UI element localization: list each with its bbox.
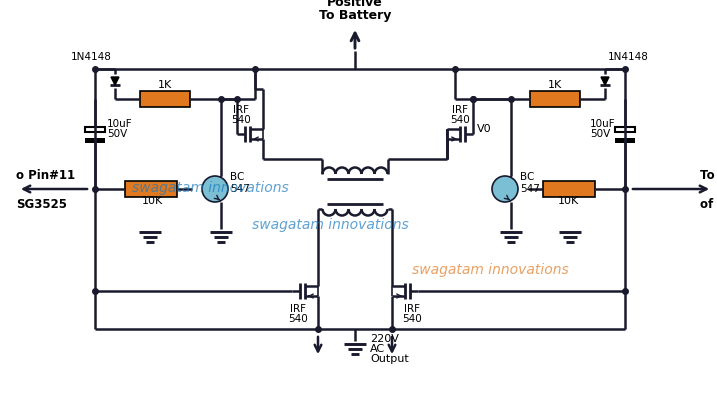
Text: 547: 547 <box>230 184 250 193</box>
Text: SG3525: SG3525 <box>16 198 67 211</box>
Bar <box>615 128 635 133</box>
Bar <box>85 128 105 133</box>
Text: 540: 540 <box>288 313 308 323</box>
Circle shape <box>492 177 518 202</box>
Polygon shape <box>601 78 609 86</box>
Text: 50V: 50V <box>590 129 610 139</box>
Text: 220V: 220V <box>370 333 399 343</box>
Bar <box>615 139 635 144</box>
Bar <box>140 92 190 108</box>
Polygon shape <box>111 78 119 86</box>
Text: 1K: 1K <box>548 80 562 90</box>
Text: 540: 540 <box>402 313 422 323</box>
Text: 10K: 10K <box>557 196 579 205</box>
Text: IRF: IRF <box>404 303 420 313</box>
Circle shape <box>202 177 228 202</box>
Text: swagatam innovations: swagatam innovations <box>252 218 409 231</box>
Text: IRF: IRF <box>233 105 249 115</box>
Text: Output: Output <box>370 353 409 363</box>
Text: 540: 540 <box>231 115 251 125</box>
Bar <box>85 139 105 144</box>
Text: IRF: IRF <box>452 105 468 115</box>
Bar <box>543 182 595 198</box>
Text: BC: BC <box>520 172 534 182</box>
Text: 540: 540 <box>450 115 470 125</box>
Text: 10K: 10K <box>141 196 163 205</box>
Bar <box>125 182 177 198</box>
Text: 10uF: 10uF <box>590 119 616 129</box>
Text: Positive: Positive <box>327 0 383 9</box>
Text: of SG3525: of SG3525 <box>700 198 717 211</box>
Text: To Pin#14: To Pin#14 <box>700 169 717 182</box>
Text: swagatam innovations: swagatam innovations <box>412 262 569 276</box>
Text: 10uF: 10uF <box>107 119 133 129</box>
Text: 1N4148: 1N4148 <box>71 52 112 62</box>
Text: AC: AC <box>370 343 385 353</box>
Text: 1N4148: 1N4148 <box>608 52 649 62</box>
Text: 547: 547 <box>520 184 540 193</box>
Text: 1K: 1K <box>158 80 172 90</box>
Bar <box>530 92 580 108</box>
Text: BC: BC <box>230 172 244 182</box>
Text: V0: V0 <box>477 124 492 134</box>
Text: 50V: 50V <box>107 129 127 139</box>
Text: swagatam innovations: swagatam innovations <box>132 180 288 195</box>
Text: IRF: IRF <box>290 303 306 313</box>
Text: To Battery: To Battery <box>319 9 391 22</box>
Text: o Pin#11: o Pin#11 <box>16 169 75 182</box>
